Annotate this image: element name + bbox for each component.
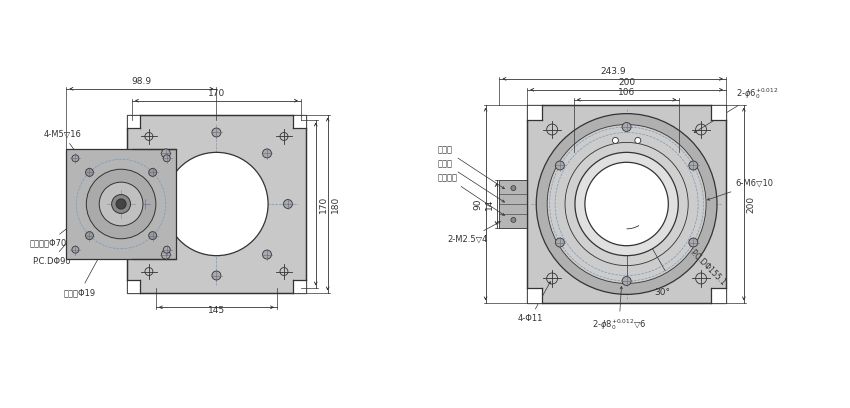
Bar [527,105,542,120]
Bar [711,288,726,303]
Text: 243.9: 243.9 [600,67,626,76]
Circle shape [511,186,516,191]
Circle shape [72,155,79,162]
Text: 4-Φ11: 4-Φ11 [518,282,551,323]
Circle shape [688,161,698,170]
Circle shape [688,238,698,247]
Bar [66,149,176,259]
Text: 2-$\phi$6$^{+0.012}_{0}$: 2-$\phi$6$^{+0.012}_{0}$ [694,86,779,133]
Bar [127,280,140,293]
Circle shape [547,124,706,284]
Circle shape [263,250,271,259]
Circle shape [140,200,150,208]
Text: 马达凸圆Φ70: 马达凸圆Φ70 [30,211,88,248]
Text: P.C.DΦ90: P.C.DΦ90 [31,226,81,266]
Circle shape [111,195,131,213]
Circle shape [212,271,221,280]
Circle shape [575,152,678,256]
Text: 入力轴Φ19: 入力轴Φ19 [64,216,122,297]
Circle shape [86,232,94,239]
Text: 传感器: 传感器 [438,159,504,202]
Bar [127,115,140,128]
Text: 200: 200 [618,78,635,87]
Text: 45°: 45° [152,164,167,173]
Text: 106: 106 [618,88,635,97]
Circle shape [212,128,221,137]
Bar [527,288,542,303]
Bar [293,280,306,293]
Circle shape [72,246,79,253]
Text: 4-M5▽16: 4-M5▽16 [43,129,94,175]
Text: 145: 145 [208,306,225,315]
Circle shape [635,137,641,143]
Text: 200: 200 [747,195,756,213]
Circle shape [263,149,271,158]
Circle shape [622,122,631,131]
Circle shape [585,162,668,246]
Text: 170: 170 [319,195,328,213]
Circle shape [149,169,156,176]
Bar [527,105,726,303]
Circle shape [162,149,170,158]
Bar [293,115,306,128]
Text: P.C.DΦ155.1: P.C.DΦ155.1 [688,248,728,288]
Circle shape [555,238,564,247]
Text: 30°: 30° [654,288,671,297]
Circle shape [613,137,619,143]
Circle shape [162,250,170,259]
Circle shape [283,200,292,208]
Circle shape [116,199,126,209]
Circle shape [86,169,94,176]
Text: 2-$\phi$8$^{+0.012}_{0}$▽6: 2-$\phi$8$^{+0.012}_{0}$▽6 [592,286,646,332]
Circle shape [165,152,268,256]
Circle shape [511,217,516,222]
Circle shape [622,277,631,286]
Circle shape [163,155,170,162]
Text: 感应支架: 感应支架 [438,173,505,215]
Circle shape [87,169,156,239]
Text: 90: 90 [473,198,483,210]
Bar [500,180,527,228]
Text: 6-M6▽10: 6-M6▽10 [707,179,774,200]
Circle shape [565,142,688,266]
Text: 170: 170 [207,89,225,98]
Text: 感应片: 感应片 [438,145,504,188]
Circle shape [163,246,170,253]
Text: 180: 180 [331,195,340,213]
Circle shape [555,161,564,170]
Text: 14: 14 [484,198,494,210]
Circle shape [536,113,717,295]
Text: 98.9: 98.9 [132,77,151,86]
Circle shape [99,182,143,226]
Text: 2-M2.5▽4: 2-M2.5▽4 [448,222,501,244]
Circle shape [149,232,156,239]
Bar [132,149,176,259]
Bar [711,105,726,120]
Bar [127,115,306,293]
